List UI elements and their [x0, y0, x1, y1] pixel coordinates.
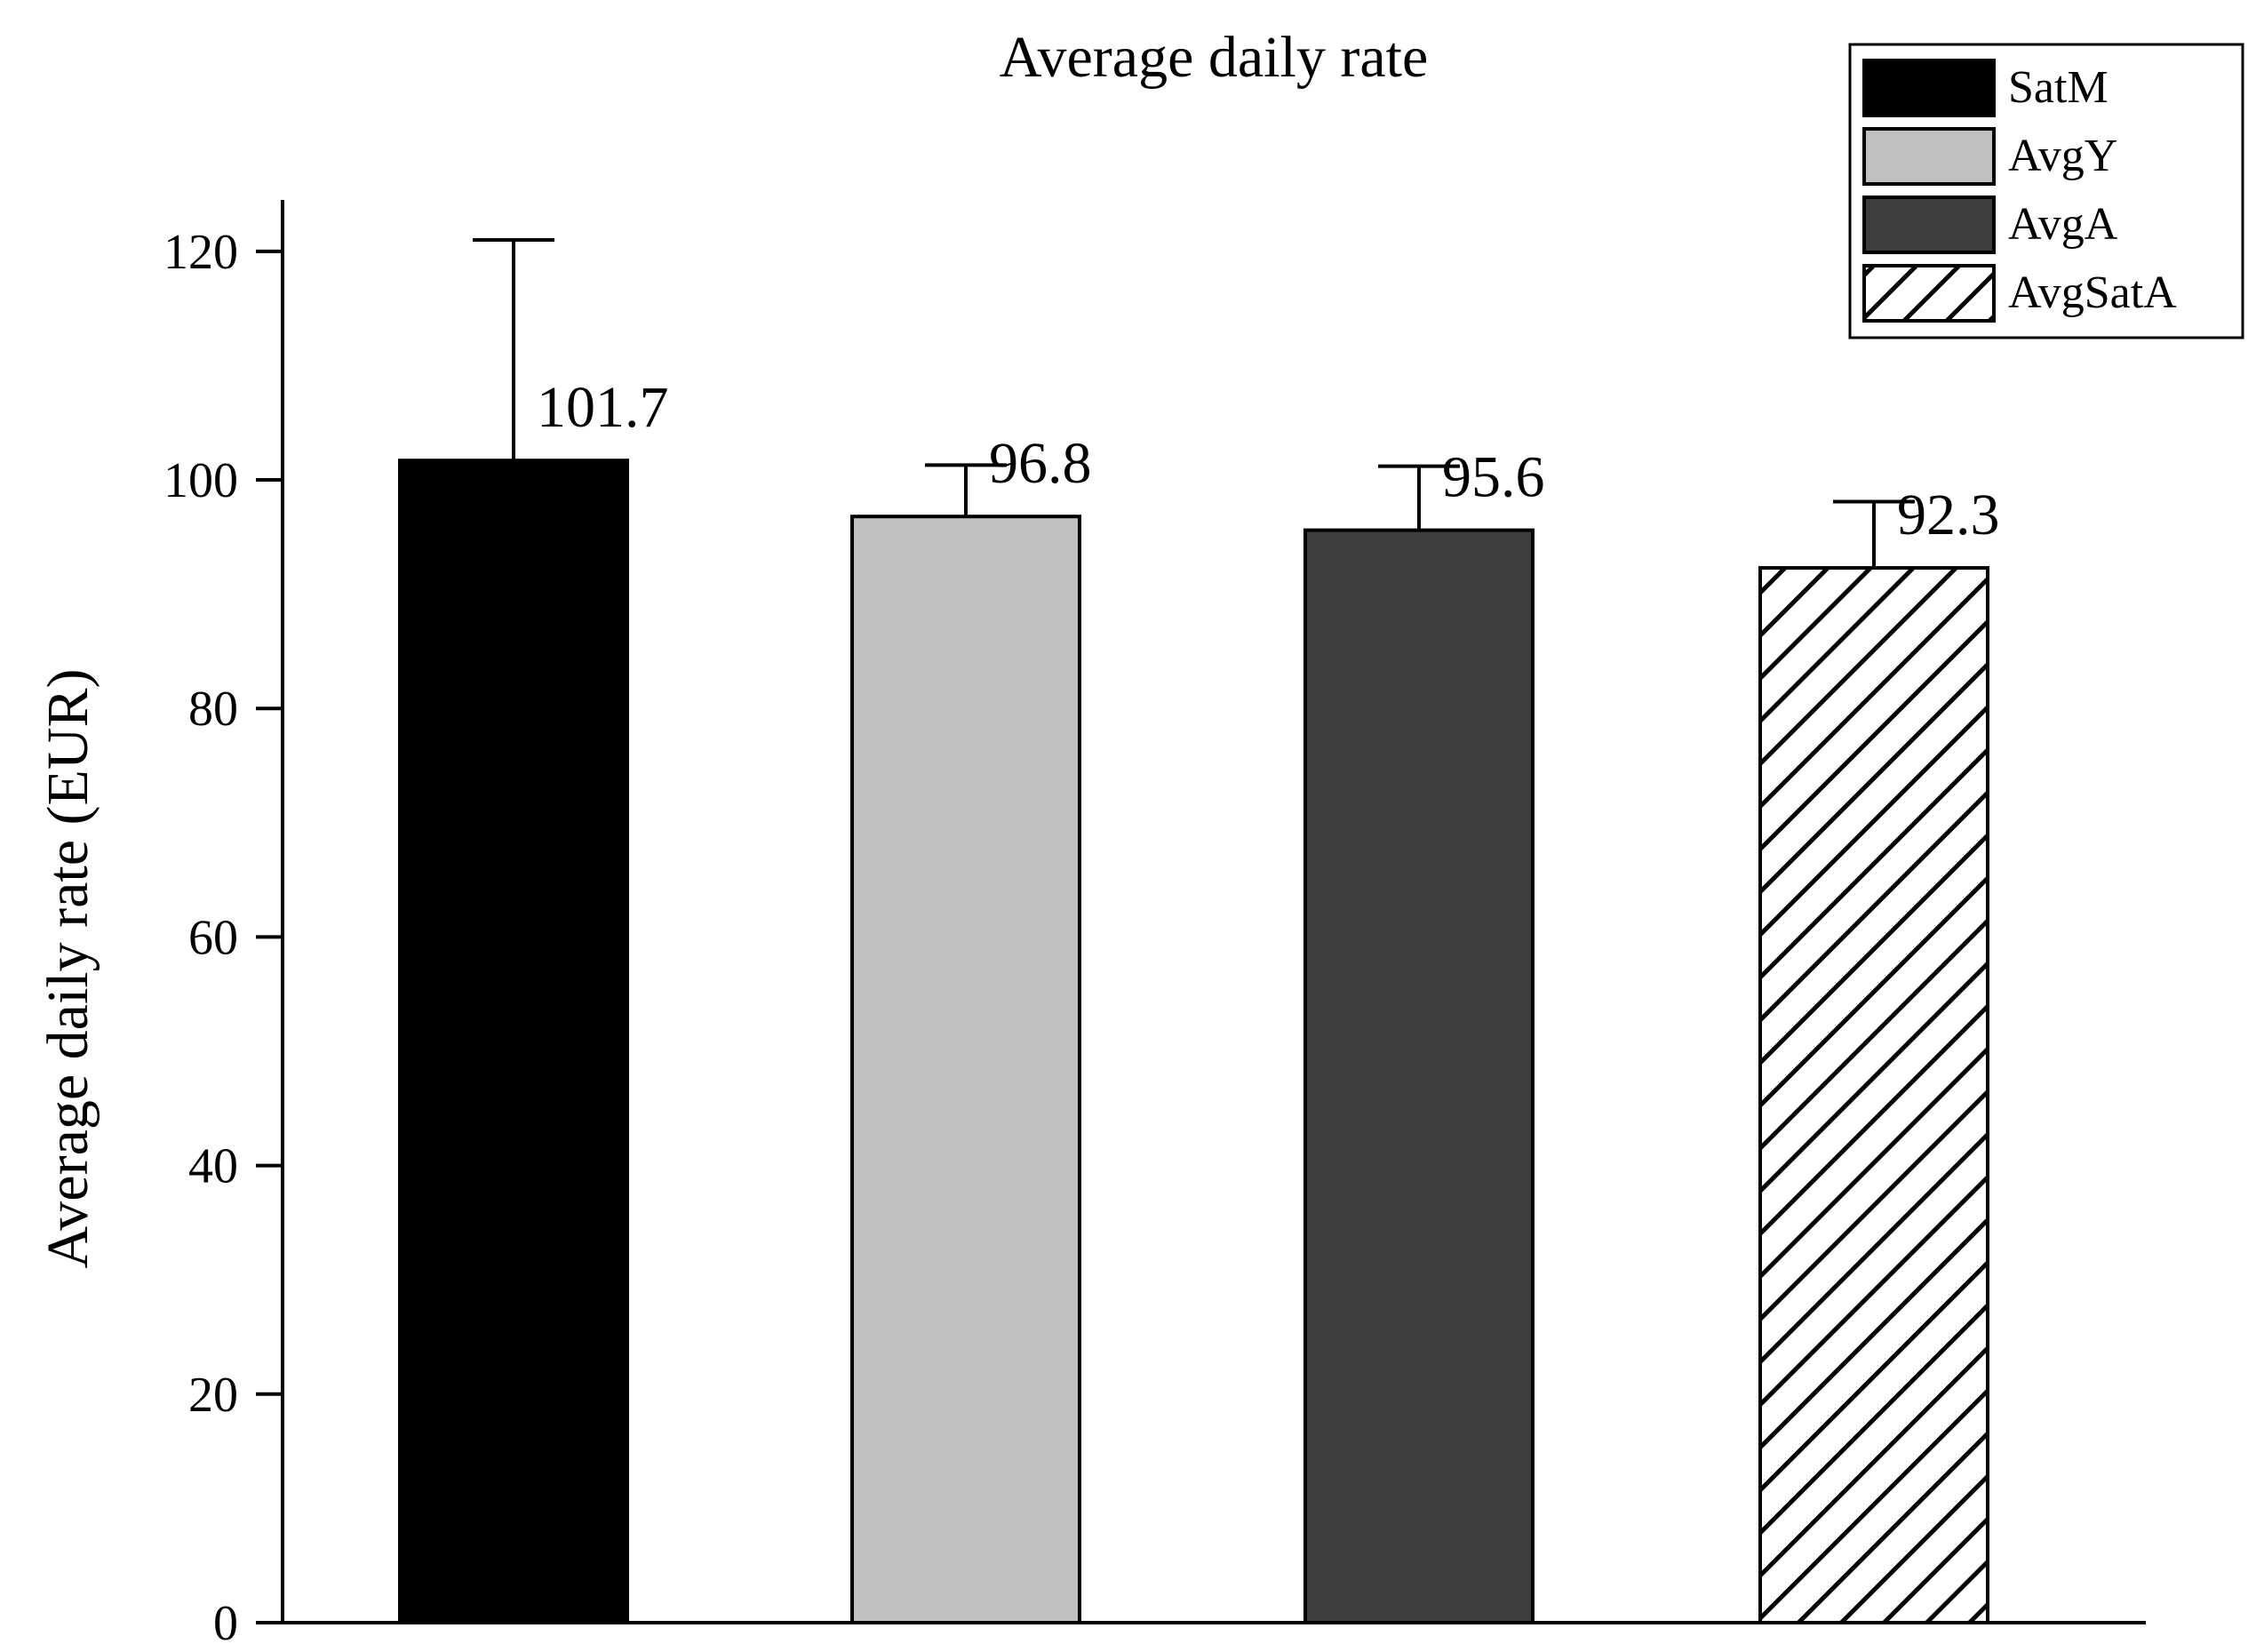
bars: 101.7 96.8 95.6 92.3 — [398, 238, 2000, 1625]
legend-label-satm: SatM — [2008, 62, 2109, 113]
legend-swatch-avga — [1862, 196, 1996, 254]
y-tick-label: 40 — [188, 1139, 238, 1194]
y-tick-label: 80 — [188, 682, 238, 737]
legend-swatch-avgy — [1862, 127, 1996, 186]
bar-avga — [1303, 528, 1535, 1625]
data-label-avgy: 96.8 — [989, 431, 1092, 496]
legend: SatM AvgY AvgA AvgSatA — [1848, 43, 2244, 339]
legend-label-avga: AvgA — [2008, 199, 2118, 250]
legend-swatch-avgsata — [1862, 264, 1996, 323]
bar-satm — [398, 459, 629, 1624]
data-label-avga: 95.6 — [1442, 445, 1545, 510]
data-label-avgsata: 92.3 — [1897, 483, 2000, 547]
bar-avgy — [850, 515, 1081, 1624]
y-tick-label: 0 — [213, 1596, 238, 1648]
legend-label-avgsata: AvgSatA — [2008, 267, 2177, 318]
data-label-satm: 101.7 — [537, 375, 669, 440]
y-tick-label: 60 — [188, 910, 238, 965]
legend-swatch-satm — [1862, 59, 1996, 117]
y-tick-label: 120 — [163, 225, 238, 280]
chart-title: Average daily rate — [1000, 25, 1429, 90]
y-tick-label: 20 — [188, 1368, 238, 1423]
bar-avgsata — [1758, 566, 1989, 1625]
y-axis-label: Average daily rate (EUR) — [36, 669, 100, 1269]
y-tick-label: 100 — [163, 453, 238, 508]
legend-label-avgy: AvgY — [2008, 131, 2117, 181]
